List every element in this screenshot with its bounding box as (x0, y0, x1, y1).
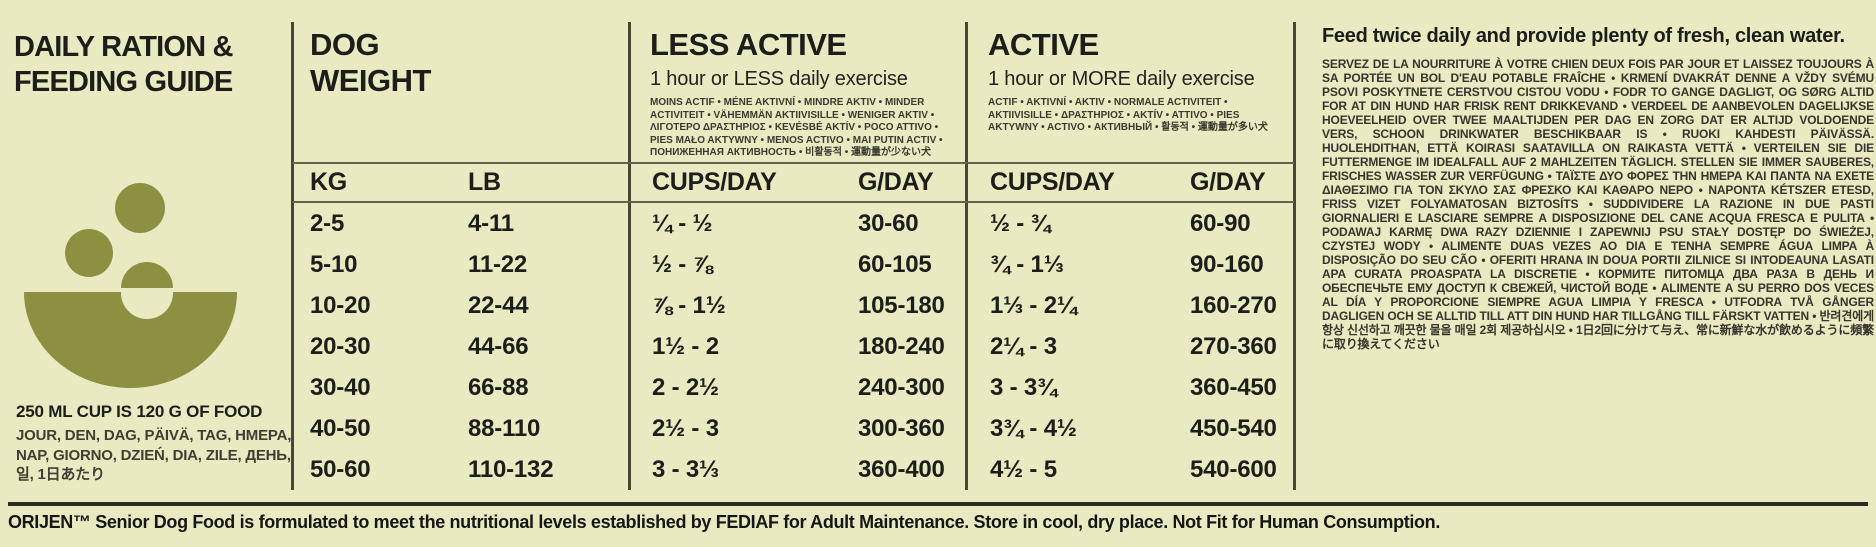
cell-active-g: 270-360 (1190, 333, 1277, 360)
weight-title-line2: WEIGHT (310, 63, 432, 98)
cell-kg: 20-30 (310, 333, 371, 360)
cell-active-g: 160-270 (1190, 292, 1277, 319)
cell-active-cups: ½ - ¾ (990, 210, 1051, 237)
cell-active-cups: 1⅓ - 2¼ (990, 292, 1077, 319)
active-subtitle: 1 hour or MORE daily exercise (988, 68, 1255, 90)
cell-lb: 4-11 (468, 210, 514, 237)
cell-kg: 40-50 (310, 415, 371, 442)
active-translations: ACTIF • AKTIVNÍ • AKTIV • NORMALE ACTIVI… (988, 97, 1268, 133)
cell-less-active-g: 30-60 (858, 210, 919, 237)
footer-rule (8, 502, 1868, 506)
weight-title-line1: DOG (310, 27, 380, 62)
cell-active-cups: ¾ - 1⅓ (990, 251, 1064, 278)
cell-lb: 110-132 (468, 456, 554, 483)
cell-less-active-cups: 1½ - 2 (652, 333, 719, 360)
col-header-less-active-g: G/DAY (858, 168, 934, 196)
kibble-bowl-icon (20, 183, 250, 398)
cell-less-active-cups: 2 - 2½ (652, 374, 719, 401)
cell-kg: 50-60 (310, 456, 371, 483)
cell-active-cups: 4½ - 5 (990, 456, 1057, 483)
feeding-instruction-translations: SERVEZ DE LA NOURRITURE À VOTRE CHIEN DE… (1322, 57, 1874, 351)
cell-less-active-g: 60-105 (858, 251, 932, 278)
column-divider (965, 22, 968, 490)
col-header-kg: KG (310, 168, 347, 196)
cell-active-g: 450-540 (1190, 415, 1277, 442)
cell-lb: 11-22 (468, 251, 528, 278)
panel-title: DAILY RATION & FEEDING GUIDE (14, 30, 233, 100)
cell-less-active-g: 180-240 (858, 333, 945, 360)
cell-less-active-g: 360-400 (858, 456, 945, 483)
cell-less-active-g: 300-360 (858, 415, 945, 442)
cell-kg: 30-40 (310, 374, 371, 401)
panel-title-line1: DAILY RATION & (14, 31, 233, 63)
day-translations: JOUR, DEN, DAG, PÄIVÄ, TAG, ΗΜΕΡΑ, NAP, … (16, 427, 292, 483)
cell-lb: 88-110 (468, 415, 541, 442)
less-active-subtitle: 1 hour or LESS daily exercise (650, 68, 908, 90)
table-row: 20-30 44-66 1½ - 2 180-240 2¼ - 3 270-360 (292, 326, 1294, 367)
feeding-instruction-title: Feed twice daily and provide plenty of f… (1322, 25, 1845, 47)
cell-active-g: 90-160 (1190, 251, 1264, 278)
cell-kg: 5-10 (310, 251, 358, 278)
cup-measure-note: 250 ML CUP IS 120 G OF FOOD (16, 402, 263, 421)
column-divider (1293, 22, 1296, 490)
cell-active-g: 60-90 (1190, 210, 1251, 237)
table-row: 2-5 4-11 ¼ - ½ 30-60 ½ - ¾ 60-90 (292, 203, 1294, 244)
cell-lb: 66-88 (468, 374, 529, 401)
table-row: 40-50 88-110 2½ - 3 300-360 3¾ - 4½ 450-540 (292, 408, 1294, 449)
cell-less-active-g: 105-180 (858, 292, 945, 319)
cell-less-active-g: 240-300 (858, 374, 945, 401)
active-title: ACTIVE (988, 27, 1099, 62)
footer-statement: ORIJEN™ Senior Dog Food is formulated to… (8, 512, 1440, 532)
less-active-translations: MOINS ACTIF • MÉNE AKTIVNÍ • MINDRE AKTI… (650, 97, 943, 158)
col-header-less-active-cups: CUPS/DAY (652, 168, 777, 196)
column-divider (291, 22, 294, 490)
cell-less-active-cups: ⅞ - 1½ (652, 292, 726, 319)
cell-active-g: 360-450 (1190, 374, 1277, 401)
cell-less-active-cups: ¼ - ½ (652, 210, 713, 237)
table-row: 50-60 110-132 3 - 3⅓ 360-400 4½ - 5 540-600 (292, 449, 1294, 490)
table-row: 5-10 11-22 ½ - ⅞ 60-105 ¾ - 1⅓ 90-160 (292, 244, 1294, 285)
cell-kg: 2-5 (310, 210, 345, 237)
column-divider (628, 22, 631, 490)
col-header-active-g: G/DAY (1190, 168, 1266, 196)
table-body: 2-5 4-11 ¼ - ½ 30-60 ½ - ¾ 60-90 5-10 11-22 ½ - … (292, 203, 1294, 490)
header-top-rule (292, 162, 1294, 164)
col-header-active-cups: CUPS/DAY (990, 168, 1115, 196)
col-header-lb: LB (468, 168, 501, 196)
cell-active-g: 540-600 (1190, 456, 1277, 483)
cell-less-active-cups: 3 - 3⅓ (652, 456, 719, 483)
weight-section-title: DOG WEIGHT (310, 27, 432, 99)
cell-kg: 10-20 (310, 292, 371, 319)
cell-less-active-cups: ½ - ⅞ (652, 251, 713, 278)
cell-active-cups: 3¾ - 4½ (990, 415, 1077, 442)
panel-title-line2: FEEDING GUIDE (14, 66, 233, 98)
cell-less-active-cups: 2½ - 3 (652, 415, 719, 442)
cell-lb: 22-44 (468, 292, 529, 319)
header-bottom-rule (292, 201, 1294, 203)
less-active-title: LESS ACTIVE (650, 27, 847, 62)
table-header-row: KG LB CUPS/DAY G/DAY CUPS/DAY G/DAY (292, 162, 1294, 203)
cell-lb: 44-66 (468, 333, 529, 360)
cell-active-cups: 2¼ - 3 (990, 333, 1057, 360)
cell-active-cups: 3 - 3¾ (990, 374, 1057, 401)
table-row: 10-20 22-44 ⅞ - 1½ 105-180 1⅓ - 2¼ 160-270 (292, 285, 1294, 326)
table-row: 30-40 66-88 2 - 2½ 240-300 3 - 3¾ 360-450 (292, 367, 1294, 408)
